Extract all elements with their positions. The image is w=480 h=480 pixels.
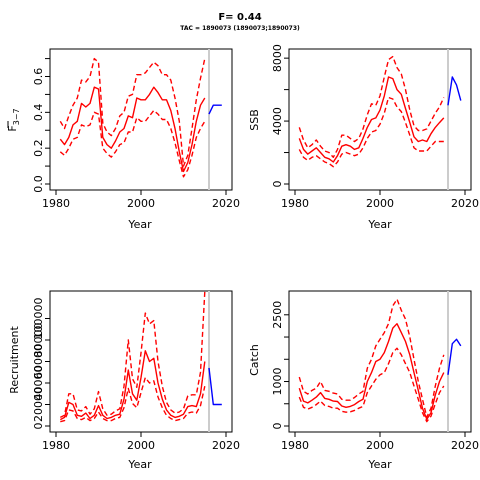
- series-median-line: [298, 76, 445, 163]
- x-tick-label: 1980: [42, 439, 70, 452]
- panel-recruitment: 1980 2000 2020040000800002000060000100000 …: [8, 290, 240, 471]
- series-median-line: [298, 323, 445, 420]
- x-tick-label: 1980: [281, 197, 309, 210]
- series-projection-line: [208, 104, 222, 115]
- series-lower-line: [59, 109, 206, 178]
- y-tick-label: 0.4: [32, 104, 45, 122]
- y-axis-label: F3−7: [6, 108, 21, 131]
- panel-ssb: 1980 2000 2020 0 4000 8000 Year SSB: [248, 44, 479, 231]
- series-projection-line: [447, 76, 462, 106]
- series-projection-line: [208, 367, 222, 406]
- y-tick-label: 8000: [271, 44, 284, 72]
- x-axis-label: Year: [127, 458, 152, 471]
- x-tick-label: 2020: [451, 197, 479, 210]
- plot-frame: [288, 290, 472, 433]
- x-tick-label: 1980: [281, 439, 309, 452]
- x-tick-label: 2000: [366, 439, 394, 452]
- x-tick-label: 2020: [212, 197, 240, 210]
- y-tick-label: 0.2: [32, 139, 45, 157]
- series-lower-line: [298, 96, 444, 168]
- y-tick-label: 100000: [32, 298, 45, 340]
- y-tick-label: 4000: [271, 107, 284, 135]
- series-upper-line: [298, 55, 445, 159]
- y-axis-label: Recruitment: [8, 326, 21, 394]
- x-axis-label: Year: [127, 218, 152, 231]
- y-axis-label: SSB: [248, 109, 261, 131]
- x-tick-label: 1980: [42, 197, 70, 210]
- y-axis-label-subscript: 3−7: [12, 108, 21, 125]
- series-median-line: [59, 86, 206, 173]
- y-tick-label: 40000: [32, 366, 45, 401]
- figure-subtitle: TAC = 1890073 (1890073;1890073): [180, 25, 300, 32]
- x-axis-label: Year: [367, 458, 392, 471]
- x-tick-label: 2000: [127, 197, 155, 210]
- x-tick-label: 2020: [451, 439, 479, 452]
- y-tick-label: 2500: [271, 301, 284, 329]
- figure-title: F= 0.44: [218, 12, 261, 23]
- y-tick-label: 1000: [271, 368, 284, 396]
- y-tick-label: 80000: [32, 323, 45, 358]
- series-upper-line: [59, 57, 206, 167]
- y-axis-label-main: F: [6, 125, 19, 131]
- series-lower-line: [60, 376, 206, 423]
- y-tick-label: 0: [271, 423, 284, 430]
- y-tick-label: 60000: [32, 344, 45, 379]
- series-upper-line: [59, 291, 206, 419]
- y-tick-label: 0.6: [32, 68, 45, 86]
- y-axis-label: Catch: [248, 344, 261, 376]
- series-lower-line: [298, 347, 445, 423]
- series-median-line: [59, 350, 206, 421]
- panel-f: 1980 2000 2020 0.0 0.2 0.4 0.6 Year F3−7: [6, 48, 240, 231]
- plot-frame: [288, 48, 472, 191]
- series-projection-line: [447, 338, 462, 375]
- x-tick-label: 2000: [127, 439, 155, 452]
- series-upper-line: [298, 298, 445, 418]
- y-tick-label: 0: [271, 181, 284, 188]
- x-axis-label: Year: [367, 218, 392, 231]
- x-tick-label: 2000: [366, 197, 394, 210]
- y-tick-label: 0.0: [32, 175, 45, 193]
- panel-catch: 1980 2000 2020 0 1000 2500 Year Catch: [248, 290, 479, 471]
- x-tick-label: 2020: [212, 439, 240, 452]
- y-tick-label: 0: [32, 423, 45, 430]
- y-tick-label: 20000: [32, 387, 45, 422]
